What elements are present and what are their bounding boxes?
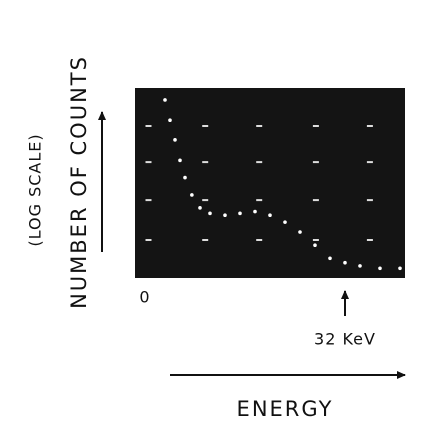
graticule	[367, 199, 373, 201]
data-point	[268, 213, 272, 217]
data-point	[183, 176, 187, 180]
x-axis-label: ENERGY	[237, 397, 334, 421]
y-note: (LOG SCALE)	[26, 133, 45, 246]
data-point	[168, 118, 172, 122]
data-point	[253, 210, 257, 214]
graticule	[146, 199, 152, 201]
data-point	[238, 212, 242, 216]
data-point	[163, 98, 167, 102]
data-point	[328, 256, 332, 260]
x-tick-label: 32 KeV	[314, 330, 376, 349]
graticule	[202, 161, 208, 163]
chart: (LOG SCALE) NUMBER OF COUNTS ENERGY 0 32 …	[0, 0, 432, 429]
data-point	[343, 261, 347, 265]
data-point	[398, 267, 402, 271]
data-point	[313, 243, 317, 247]
graticule	[256, 239, 262, 241]
graticule	[313, 125, 319, 127]
data-point	[198, 206, 202, 210]
graticule	[202, 239, 208, 241]
data-point	[358, 264, 362, 268]
x-tick-label: 0	[139, 288, 150, 307]
data-point	[298, 230, 302, 234]
graticule	[256, 199, 262, 201]
graticule	[313, 199, 319, 201]
data-point	[190, 193, 194, 197]
data-point	[173, 138, 177, 142]
data-point	[223, 213, 227, 217]
graticule	[256, 125, 262, 127]
graticule	[313, 161, 319, 163]
data-point	[378, 267, 382, 271]
graticule	[313, 239, 319, 241]
graticule	[367, 125, 373, 127]
y-axis-label: NUMBER OF COUNTS	[67, 55, 91, 309]
data-point	[283, 220, 287, 224]
data-point	[208, 212, 212, 216]
graticule	[146, 161, 152, 163]
graticule	[202, 125, 208, 127]
graticule	[202, 199, 208, 201]
data-point	[178, 159, 182, 163]
graticule	[367, 161, 373, 163]
graticule	[256, 161, 262, 163]
graticule	[146, 239, 152, 241]
graticule	[367, 239, 373, 241]
screen	[135, 88, 405, 278]
graticule	[146, 125, 152, 127]
